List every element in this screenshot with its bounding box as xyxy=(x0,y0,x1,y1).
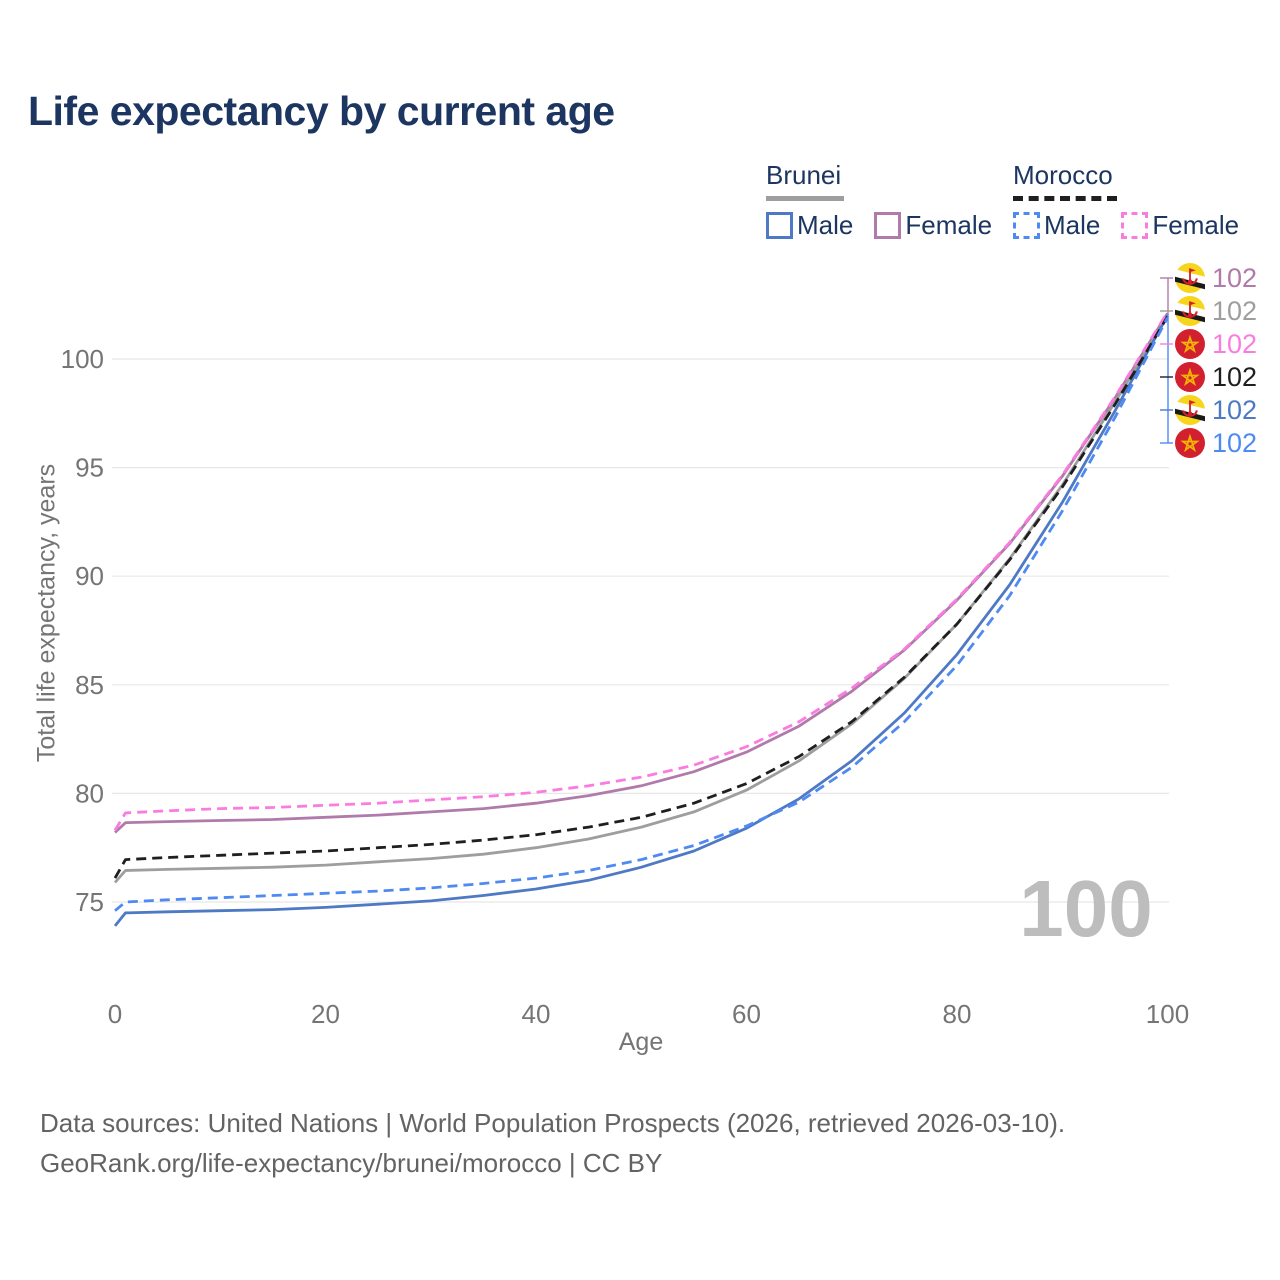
x-tick-40: 40 xyxy=(522,999,551,1029)
brunei-flag-icon xyxy=(1175,263,1205,293)
end-value-morocco-male: 102 xyxy=(1212,428,1258,458)
x-tick-80: 80 xyxy=(943,999,972,1029)
end-label-brunei-male[interactable]: 102 xyxy=(1175,395,1257,425)
legend-label-brunei-male[interactable]: Male xyxy=(797,210,854,240)
legend-label-morocco-female[interactable]: Female xyxy=(1152,210,1240,240)
end-label-morocco-male[interactable]: 102 xyxy=(1175,428,1257,458)
series-brunei-female[interactable] xyxy=(114,312,1169,834)
legend-country-brunei[interactable]: Brunei xyxy=(766,160,842,190)
x-tick-100: 100 xyxy=(1146,999,1189,1029)
y-tick-95: 95 xyxy=(75,453,104,483)
y-axis-title: Total life expectancy, years xyxy=(32,463,61,763)
legend-group-brunei: Brunei Male Female xyxy=(766,160,992,241)
legend-country-morocco[interactable]: Morocco xyxy=(1013,160,1113,190)
x-axis-title: Age xyxy=(618,1028,664,1056)
brunei-flag-icon xyxy=(1175,395,1205,425)
y-tick-85: 85 xyxy=(75,670,104,700)
legend-label-brunei-female[interactable]: Female xyxy=(905,210,993,240)
series-brunei-total[interactable] xyxy=(113,314,1169,884)
morocco-flag-icon xyxy=(1175,329,1205,359)
legend-swatch-morocco-male[interactable] xyxy=(1013,212,1040,239)
x-tick-0: 0 xyxy=(108,999,122,1029)
morocco-flag-icon xyxy=(1175,428,1205,458)
x-tick-60: 60 xyxy=(732,999,761,1029)
end-label-morocco-total[interactable]: 102 xyxy=(1175,362,1257,392)
footer-data-sources: Data sources: United Nations | World Pop… xyxy=(40,1108,1066,1138)
series-morocco-female[interactable] xyxy=(113,311,1169,832)
legend-underline-brunei xyxy=(766,196,844,201)
age-watermark: 100 xyxy=(1019,864,1152,953)
end-label-brunei-total[interactable]: 102 xyxy=(1175,296,1257,326)
end-label-morocco-female[interactable]: 102 xyxy=(1175,329,1257,359)
legend-swatch-morocco-female[interactable] xyxy=(1121,212,1149,239)
end-value-brunei-female: 102 xyxy=(1212,263,1258,293)
y-tick-75: 75 xyxy=(75,887,104,917)
legend-label-morocco-male[interactable]: Male xyxy=(1044,210,1101,240)
series-brunei-male[interactable] xyxy=(113,314,1169,927)
end-value-morocco-total: 102 xyxy=(1212,362,1258,392)
end-label-brunei-female[interactable]: 102 xyxy=(1175,263,1257,293)
legend-swatch-brunei-male[interactable] xyxy=(766,212,793,239)
y-tick-80: 80 xyxy=(75,778,104,808)
y-tick-100: 100 xyxy=(61,344,104,374)
x-tick-20: 20 xyxy=(311,999,340,1029)
end-value-brunei-total: 102 xyxy=(1212,296,1258,326)
end-value-brunei-male: 102 xyxy=(1212,395,1258,425)
y-tick-90: 90 xyxy=(75,561,104,591)
legend-swatch-brunei-female[interactable] xyxy=(874,212,902,239)
footer-url: GeoRank.org/life-expectancy/brunei/moroc… xyxy=(40,1148,663,1178)
brunei-flag-icon xyxy=(1175,296,1205,326)
series-morocco-total[interactable] xyxy=(113,315,1169,879)
morocco-flag-icon xyxy=(1175,362,1205,392)
end-value-morocco-female: 102 xyxy=(1212,329,1258,359)
legend-underline-morocco xyxy=(1013,196,1117,201)
series-morocco-male[interactable] xyxy=(114,317,1169,912)
legend-group-morocco: Morocco Male Female xyxy=(1013,160,1239,241)
page-title: Life expectancy by current age xyxy=(28,88,615,134)
